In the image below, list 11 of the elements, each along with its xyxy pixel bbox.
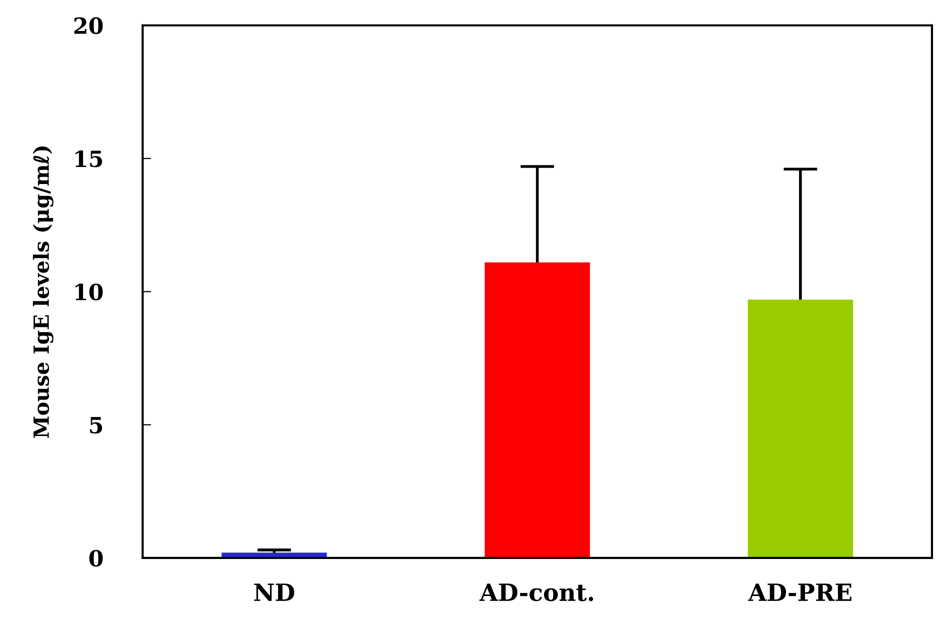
- bar: [484, 262, 590, 558]
- y-axis-title: Mouse IgE levels (μg/mℓ): [32, 146, 54, 438]
- y-tick-label: 10: [76, 284, 103, 300]
- x-tick-label: AD-PRE: [748, 584, 852, 601]
- x-tick-label: ND: [254, 584, 294, 601]
- x-tick-label: AD-cont.: [479, 584, 594, 602]
- y-tick-label: 20: [74, 17, 103, 34]
- y-tick-label: 0: [89, 550, 103, 567]
- bar: [748, 300, 854, 558]
- y-tick-label: 15: [76, 150, 102, 168]
- y-tick-label: 5: [90, 417, 102, 434]
